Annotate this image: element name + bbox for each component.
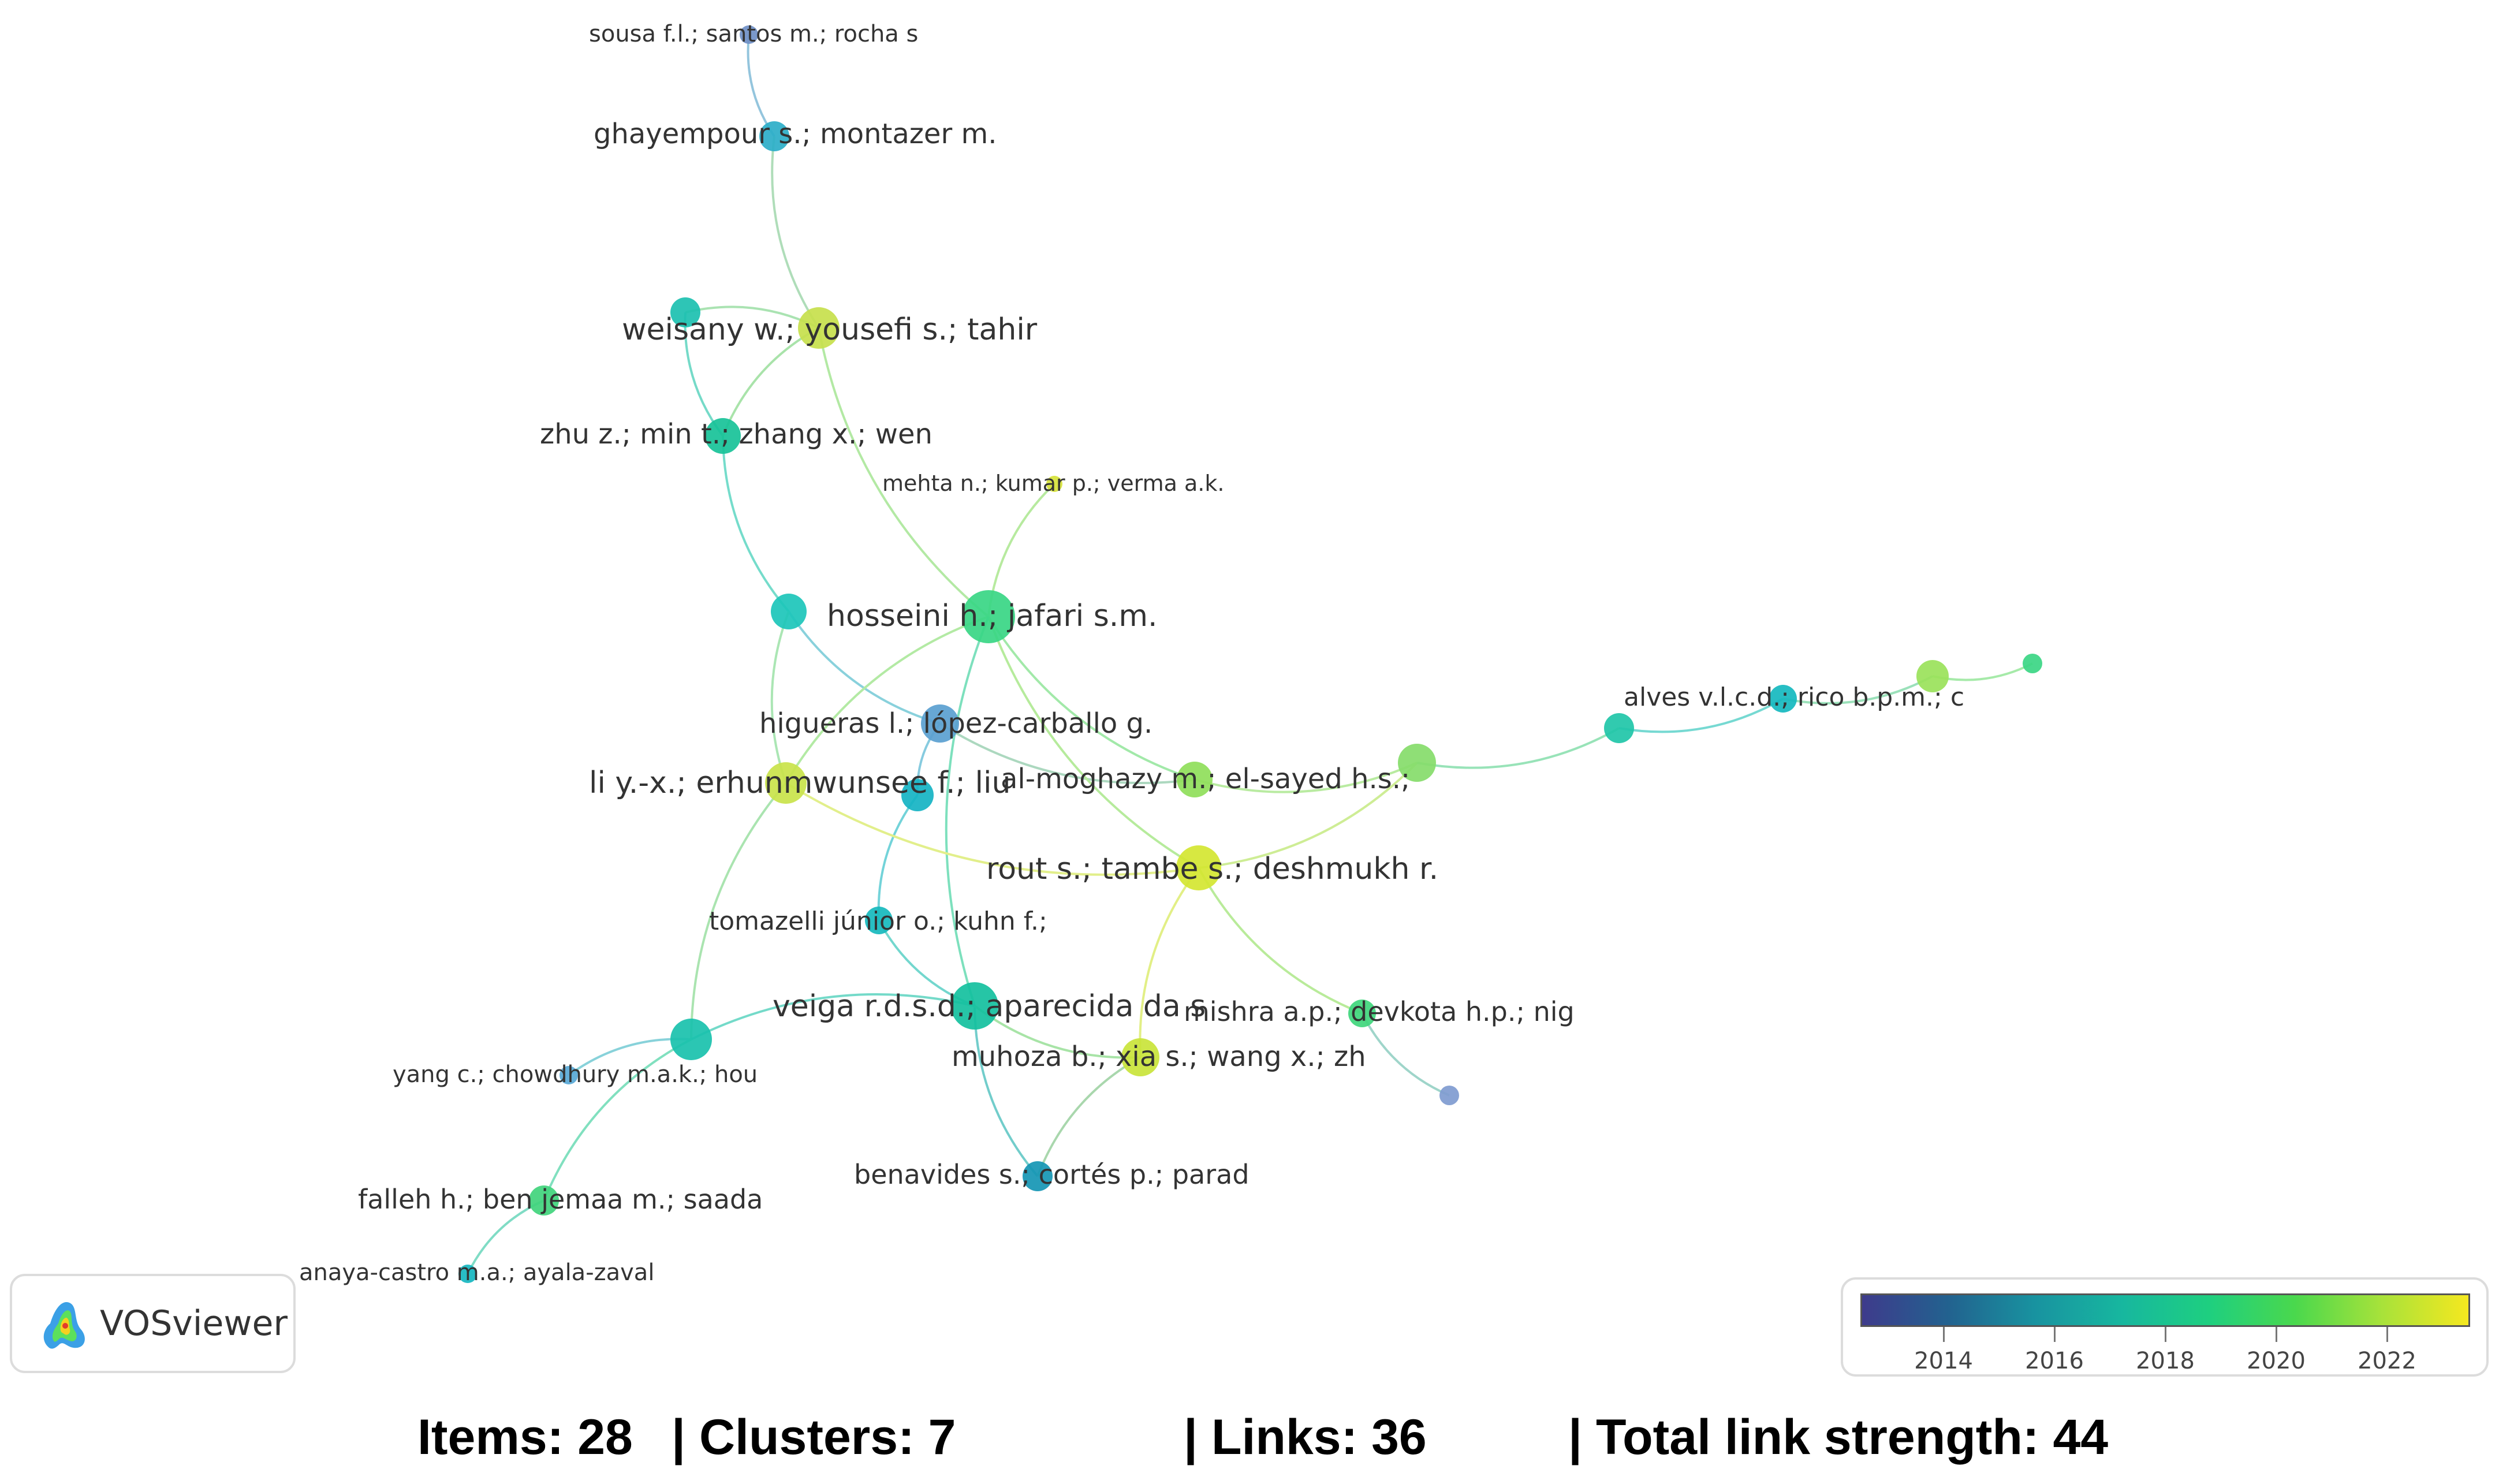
network-node[interactable] bbox=[458, 1265, 477, 1283]
node-label[interactable]: mehta n.; kumar p.; verma a.k. bbox=[882, 471, 1224, 496]
network-node[interactable] bbox=[901, 779, 934, 811]
network-edge bbox=[1416, 727, 1620, 769]
legend-tick-mark bbox=[2054, 1327, 2056, 1342]
network-node[interactable] bbox=[771, 594, 807, 629]
node-label[interactable]: mishra a.p.; devkota h.p.; nig bbox=[1184, 996, 1575, 1027]
network-node[interactable] bbox=[1046, 476, 1062, 492]
network-node[interactable] bbox=[740, 25, 758, 44]
logo-text: VOSviewer bbox=[100, 1303, 288, 1344]
network-edge bbox=[1194, 762, 1418, 793]
year-color-legend: 2014 2016 2018 2020 2022 bbox=[1841, 1277, 2489, 1377]
node-label[interactable]: falleh h.; ben jemaa m.; saada bbox=[358, 1184, 763, 1215]
network-node[interactable] bbox=[865, 907, 893, 934]
network-edge bbox=[939, 722, 1195, 784]
node-label[interactable]: muhoza b.; xia s.; wang x.; zh bbox=[952, 1041, 1366, 1073]
links-count: | Links: 36 bbox=[1184, 1410, 1427, 1465]
legend-tick-mark bbox=[1943, 1327, 1945, 1342]
network-node[interactable] bbox=[705, 418, 741, 454]
network-edge bbox=[987, 616, 1200, 869]
network-edge bbox=[690, 782, 787, 1040]
legend-tick-label: 2018 bbox=[2136, 1348, 2195, 1374]
legend-tick-label: 2016 bbox=[2025, 1348, 2084, 1374]
network-edge bbox=[1036, 1056, 1141, 1177]
network-node[interactable] bbox=[1177, 762, 1213, 797]
node-label[interactable]: al-moghazy m.; el-sayed h.s.; bbox=[1001, 763, 1410, 795]
node-label[interactable]: sousa f.l.; santos m.; rocha s bbox=[589, 21, 918, 47]
node-label[interactable]: alves v.l.c.d.; rico b.p.m.; c bbox=[1624, 683, 1964, 712]
network-node[interactable] bbox=[529, 1185, 559, 1215]
label-layer: sousa f.l.; santos m.; rocha s ghayempour… bbox=[299, 21, 1964, 1286]
network-node[interactable] bbox=[1769, 685, 1797, 713]
network-node[interactable] bbox=[1439, 1086, 1459, 1105]
vosviewer-logo-icon bbox=[43, 1302, 85, 1349]
legend-tick-label: 2022 bbox=[2358, 1348, 2416, 1374]
network-edge bbox=[785, 782, 1199, 876]
node-label[interactable]: anaya-castro m.a.; ayala-zaval bbox=[299, 1259, 654, 1286]
network-node[interactable] bbox=[1121, 1038, 1159, 1076]
network-node[interactable] bbox=[670, 1019, 712, 1060]
network-edge bbox=[877, 794, 919, 921]
vosviewer-logo: VOSviewer bbox=[10, 1274, 296, 1373]
legend-tick-label: 2020 bbox=[2247, 1348, 2306, 1374]
node-label[interactable]: hosseini h.; jafari s.m. bbox=[827, 599, 1158, 633]
node-layer bbox=[458, 25, 2042, 1283]
node-label[interactable]: benavides s.; cortés p.; parad bbox=[854, 1159, 1250, 1190]
network-node[interactable] bbox=[670, 297, 700, 327]
network-node[interactable] bbox=[798, 307, 840, 349]
network-node[interactable] bbox=[1604, 713, 1634, 743]
node-label[interactable]: li y.-x.; erhunmwunsee f.; liu bbox=[589, 766, 1010, 800]
network-edge bbox=[945, 616, 990, 1006]
network-node[interactable] bbox=[951, 982, 998, 1030]
node-label[interactable]: higueras l.; lópez-carballo g. bbox=[759, 707, 1152, 740]
legend-tick-mark bbox=[2276, 1327, 2277, 1342]
network-edge bbox=[691, 993, 975, 1041]
network-edge bbox=[974, 1005, 1039, 1177]
network-node[interactable] bbox=[1348, 1000, 1376, 1027]
network-edge bbox=[1198, 867, 1363, 1015]
network-node[interactable] bbox=[921, 704, 959, 743]
node-label[interactable]: veiga r.d.s.d.; aparecida da s bbox=[773, 989, 1206, 1024]
network-edge bbox=[1782, 675, 1933, 704]
node-label[interactable]: rout s.; tambe s.; deshmukh r. bbox=[986, 852, 1438, 886]
legend-tick-mark bbox=[2386, 1327, 2388, 1342]
network-edge bbox=[770, 611, 790, 784]
network-edge bbox=[1198, 762, 1418, 869]
network-node[interactable] bbox=[765, 762, 807, 804]
network-edge bbox=[818, 327, 990, 618]
network-stats: Items: 28 | Clusters: 7 | Links: 36 | To… bbox=[0, 1409, 2499, 1478]
network-map[interactable]: sousa f.l.; santos m.; rocha s ghayempour… bbox=[0, 0, 2499, 1397]
network-node[interactable] bbox=[1398, 744, 1436, 782]
network-node[interactable] bbox=[962, 590, 1015, 643]
network-edge bbox=[1361, 1013, 1450, 1097]
node-label[interactable]: weisany w.; yousefi s.; tahir bbox=[622, 312, 1038, 347]
network-edge bbox=[771, 136, 820, 329]
legend-tick-mark bbox=[2165, 1327, 2166, 1342]
network-node[interactable] bbox=[1176, 845, 1221, 890]
network-node[interactable] bbox=[560, 1066, 578, 1084]
items-count: Items: 28 bbox=[417, 1410, 633, 1465]
network-edge bbox=[1139, 867, 1200, 1058]
node-label[interactable]: zhu z.; min t.; zhang x.; wen bbox=[540, 418, 933, 450]
node-label[interactable]: yang c.; chowdhury m.a.k.; hou bbox=[393, 1061, 758, 1088]
network-node[interactable] bbox=[1916, 660, 1949, 692]
total-link-strength: | Total link strength: 44 bbox=[1568, 1410, 2109, 1465]
network-edge bbox=[785, 616, 989, 784]
network-edge bbox=[722, 435, 790, 613]
legend-tick-label: 2014 bbox=[1914, 1348, 1973, 1374]
edge-layer bbox=[467, 34, 2033, 1274]
clusters-count: | Clusters: 7 bbox=[672, 1410, 956, 1465]
legend-color-bar bbox=[1860, 1293, 2470, 1327]
network-edge bbox=[788, 610, 941, 725]
network-node[interactable] bbox=[759, 121, 789, 151]
network-edge bbox=[987, 616, 1195, 781]
network-node[interactable] bbox=[1023, 1161, 1053, 1191]
node-label[interactable]: ghayempour s.; montazer m. bbox=[594, 118, 997, 150]
node-label[interactable]: tomazelli júnior o.; kuhn f.; bbox=[709, 907, 1047, 936]
network-edge bbox=[543, 1038, 692, 1201]
network-edge bbox=[1618, 698, 1784, 733]
network-node[interactable] bbox=[2023, 654, 2042, 673]
